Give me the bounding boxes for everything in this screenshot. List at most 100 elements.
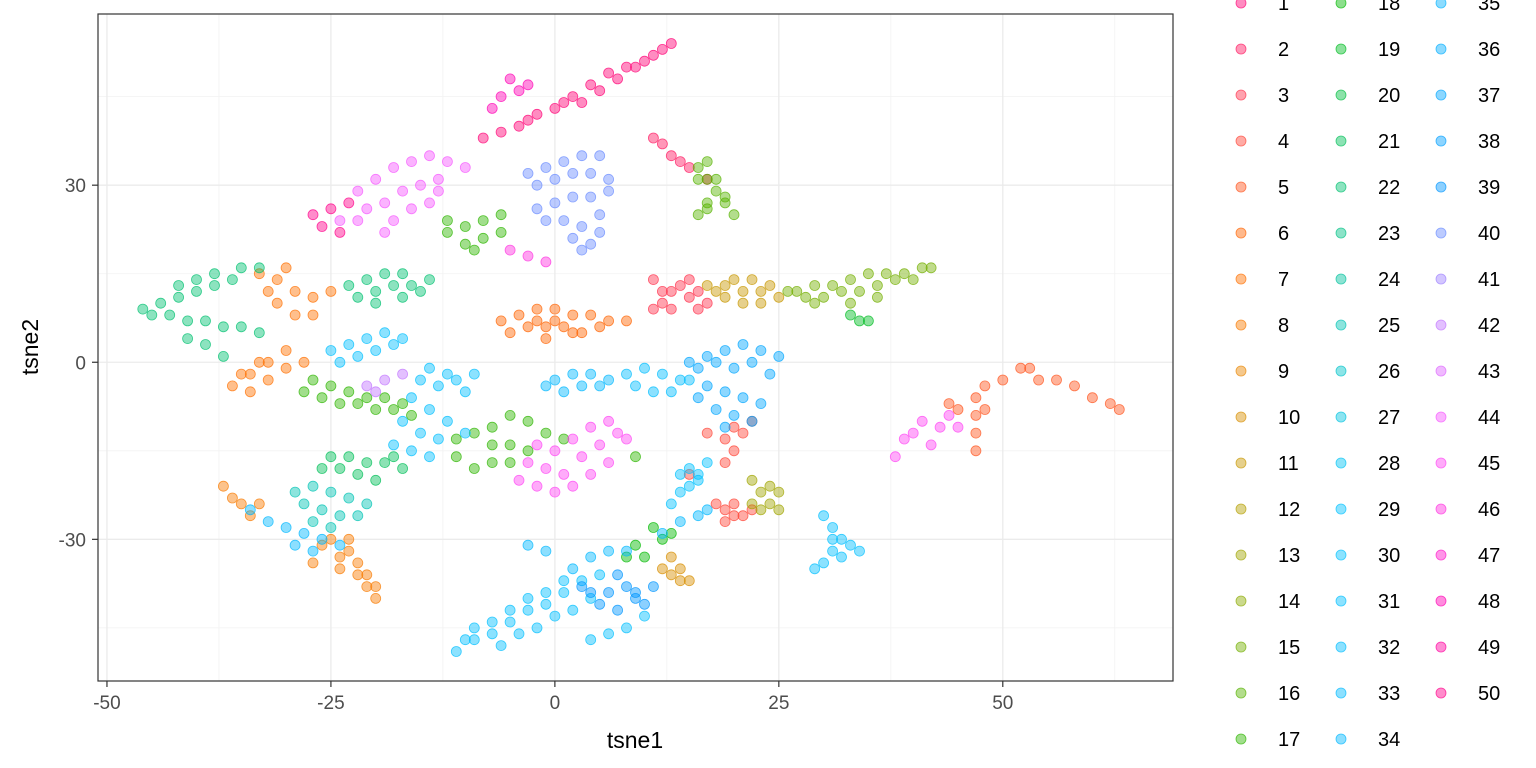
data-point-series-17 xyxy=(468,427,480,439)
data-point-series-45 xyxy=(540,463,552,474)
data-point-series-31 xyxy=(370,345,382,356)
legend-label-41: 41 xyxy=(1478,269,1500,291)
data-point-series-2 xyxy=(657,138,668,150)
data-point-series-34 xyxy=(289,539,301,551)
data-point-series-34 xyxy=(244,504,256,516)
data-point-series-44 xyxy=(379,197,391,209)
data-point-series-5 xyxy=(997,374,1009,386)
data-point-series-45 xyxy=(585,421,597,433)
data-point-series-19 xyxy=(845,309,856,321)
data-point-series-7 xyxy=(280,262,292,274)
data-point-series-40 xyxy=(576,150,588,162)
data-point-series-31 xyxy=(531,622,543,634)
data-point-series-18 xyxy=(621,551,632,563)
data-point-series-5 xyxy=(979,380,991,392)
data-point-series-17 xyxy=(504,409,516,421)
data-point-series-48 xyxy=(513,85,525,97)
data-point-series-31 xyxy=(486,616,498,628)
data-point-series-31 xyxy=(818,510,829,522)
legend-label-43: 43 xyxy=(1478,361,1500,383)
data-point-series-15 xyxy=(898,268,910,280)
data-point-series-17 xyxy=(486,457,498,469)
data-point-series-50 xyxy=(343,197,355,209)
data-point-series-8 xyxy=(361,581,373,592)
data-point-series-17 xyxy=(522,445,534,457)
data-point-series-21 xyxy=(379,457,391,469)
data-point-series-31 xyxy=(567,604,579,616)
data-point-series-34 xyxy=(567,563,579,575)
data-point-series-13 xyxy=(773,504,785,516)
data-point-series-34 xyxy=(621,545,632,557)
data-point-series-46 xyxy=(504,244,516,256)
data-points xyxy=(137,38,1125,657)
data-point-series-39 xyxy=(612,569,623,581)
data-point-series-31 xyxy=(836,551,847,563)
data-point-series-11 xyxy=(719,291,731,303)
data-point-series-18 xyxy=(630,539,641,551)
data-point-series-11 xyxy=(728,274,740,286)
data-point-series-44 xyxy=(361,203,373,215)
data-point-series-40 xyxy=(585,167,597,179)
data-point-series-6 xyxy=(603,315,614,327)
data-point-series-3 xyxy=(683,291,695,303)
data-point-series-4 xyxy=(719,504,731,516)
legend-key-36 xyxy=(1435,43,1447,55)
data-point-series-37 xyxy=(737,392,749,404)
data-point-series-37 xyxy=(692,362,704,374)
legend-key-28 xyxy=(1335,457,1347,469)
data-point-series-32 xyxy=(648,386,659,398)
data-point-series-31 xyxy=(459,634,471,646)
data-point-series-30 xyxy=(692,468,704,480)
data-point-series-32 xyxy=(657,368,668,380)
legend-key-30 xyxy=(1335,549,1347,561)
data-point-series-21 xyxy=(343,451,355,463)
data-point-series-37 xyxy=(719,386,731,398)
data-point-series-3 xyxy=(674,280,686,291)
data-point-series-1 xyxy=(513,120,525,132)
data-point-series-1 xyxy=(594,85,606,97)
data-point-series-40 xyxy=(594,150,606,162)
data-point-series-22 xyxy=(137,303,149,315)
data-point-series-31 xyxy=(432,433,444,445)
data-point-series-3 xyxy=(648,274,659,286)
data-point-series-42 xyxy=(361,380,373,392)
data-point-series-4 xyxy=(719,457,731,469)
data-point-series-45 xyxy=(549,445,561,457)
legend-key-33 xyxy=(1335,687,1347,699)
data-point-series-17 xyxy=(379,392,391,404)
legend-key-32 xyxy=(1335,641,1347,653)
data-point-series-40 xyxy=(531,179,543,191)
data-point-series-32 xyxy=(639,362,650,374)
data-point-series-22 xyxy=(217,350,229,362)
data-point-series-21 xyxy=(388,451,400,463)
data-point-series-45 xyxy=(585,468,597,480)
data-point-series-50 xyxy=(316,221,328,232)
legend-label-39: 39 xyxy=(1478,177,1500,199)
legend-key-35 xyxy=(1435,0,1447,9)
data-point-series-4 xyxy=(728,421,740,433)
data-point-series-25 xyxy=(307,480,319,492)
legend-key-2 xyxy=(1235,43,1247,55)
data-point-series-8 xyxy=(334,551,346,563)
legend-key-10 xyxy=(1235,411,1247,423)
data-point-series-31 xyxy=(424,404,435,415)
data-point-series-17 xyxy=(406,409,417,421)
data-point-series-11 xyxy=(755,297,767,309)
data-point-series-5 xyxy=(970,427,982,439)
data-point-series-2 xyxy=(665,150,677,162)
data-point-series-18 xyxy=(648,522,659,533)
data-point-series-42 xyxy=(370,386,382,398)
data-point-series-31 xyxy=(540,598,552,610)
legend-key-3 xyxy=(1235,89,1247,101)
data-point-series-15 xyxy=(916,262,928,274)
data-point-series-17 xyxy=(397,398,409,410)
data-point-series-44 xyxy=(352,185,364,197)
data-point-series-10 xyxy=(683,575,695,587)
data-point-series-48 xyxy=(504,73,516,85)
data-point-series-8 xyxy=(370,593,382,604)
data-point-series-15 xyxy=(809,297,821,309)
data-point-series-34 xyxy=(522,539,534,551)
data-point-series-44 xyxy=(432,185,444,197)
legend-label-13: 13 xyxy=(1278,545,1300,567)
data-point-series-10 xyxy=(674,563,686,575)
